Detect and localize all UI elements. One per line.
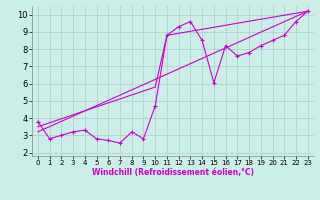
X-axis label: Windchill (Refroidissement éolien,°C): Windchill (Refroidissement éolien,°C) <box>92 168 254 177</box>
